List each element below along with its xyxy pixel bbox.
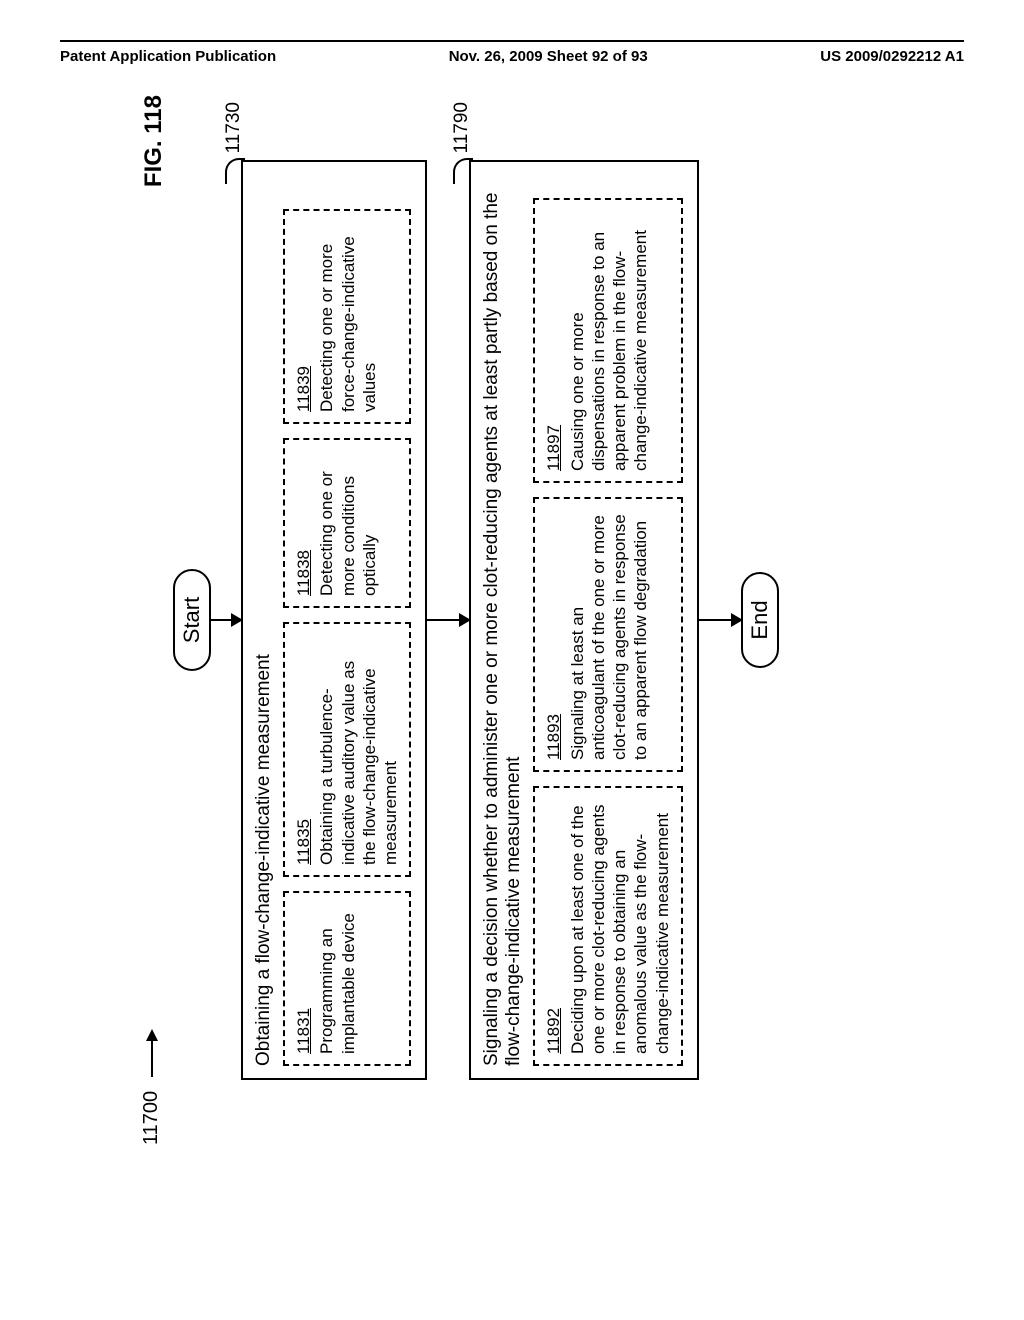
flow-column: Start 11730 Obtaining a flow-change-indi…	[173, 95, 779, 1145]
start-node: Start	[173, 569, 211, 671]
sub-11838: 11838 Detecting one or more conditions o…	[283, 438, 411, 608]
sub-11893: 11893 Signaling at least an anticoagulan…	[533, 497, 683, 772]
sub-ref: 11892	[543, 798, 564, 1054]
sub-text: Obtaining a turbulence-indicative audito…	[317, 661, 400, 865]
block2-subs: 11892 Deciding upon at least one of the …	[533, 174, 683, 1066]
header-left: Patent Application Publication	[60, 48, 276, 65]
block1-title: Obtaining a flow-change-indicative measu…	[253, 174, 275, 1066]
sub-ref: 11893	[543, 509, 564, 760]
sub-text: Signaling at least an anticoagulant of t…	[568, 514, 651, 760]
connector-arrow-icon	[211, 619, 241, 622]
callout-11790: 11790	[451, 102, 473, 184]
block-obtain: 11730 Obtaining a flow-change-indicative…	[241, 160, 427, 1080]
header-center: Nov. 26, 2009 Sheet 92 of 93	[449, 48, 648, 65]
block-signal: 11790 Signaling a decision whether to ad…	[469, 160, 699, 1080]
callout-text: 11730	[223, 102, 244, 153]
block1-subs: 11831 Programming an implantable device …	[283, 174, 411, 1066]
callout-hook-icon	[453, 158, 473, 184]
end-node: End	[741, 572, 779, 667]
connector-arrow-icon	[699, 619, 741, 622]
figure-label: FIG. 118	[140, 95, 168, 187]
sub-text: Detecting one or more force-change-indic…	[317, 236, 379, 412]
sub-ref: 11835	[293, 634, 314, 865]
sub-ref: 11839	[293, 221, 314, 412]
diagram-ref: 11700	[140, 1091, 163, 1145]
callout-11730: 11730	[223, 102, 245, 184]
connector-arrow-icon	[427, 619, 469, 622]
diagram-ref-row: 11700	[140, 95, 163, 1145]
sub-11839: 11839 Detecting one or more force-change…	[283, 209, 411, 424]
sub-text: Programming an implantable device	[317, 913, 357, 1054]
block2-title: Signaling a decision whether to administ…	[481, 174, 525, 1066]
header-right: US 2009/0292212 A1	[820, 48, 964, 65]
sub-text: Deciding upon at least one of the one or…	[568, 805, 672, 1054]
sub-11897: 11897 Causing one or more dispensations …	[533, 198, 683, 483]
diagram-container: FIG. 118 11700 Start 11730 Obtaining a f…	[60, 95, 964, 1195]
sub-11831: 11831 Programming an implantable device	[283, 891, 411, 1066]
sub-ref: 11838	[293, 450, 314, 596]
callout-text: 11790	[451, 102, 472, 153]
sub-ref: 11831	[293, 903, 314, 1054]
ref-arrow-icon	[151, 1031, 153, 1077]
sub-text: Causing one or more dispensations in res…	[568, 230, 651, 471]
sub-ref: 11897	[543, 210, 564, 471]
sub-11835: 11835 Obtaining a turbulence-indicative …	[283, 622, 411, 877]
sub-11892: 11892 Deciding upon at least one of the …	[533, 786, 683, 1066]
callout-hook-icon	[225, 158, 245, 184]
header-rule	[60, 40, 964, 42]
page-header: Patent Application Publication Nov. 26, …	[60, 48, 964, 65]
flowchart: FIG. 118 11700 Start 11730 Obtaining a f…	[140, 95, 960, 1145]
sub-text: Detecting one or more conditions optical…	[317, 471, 379, 596]
